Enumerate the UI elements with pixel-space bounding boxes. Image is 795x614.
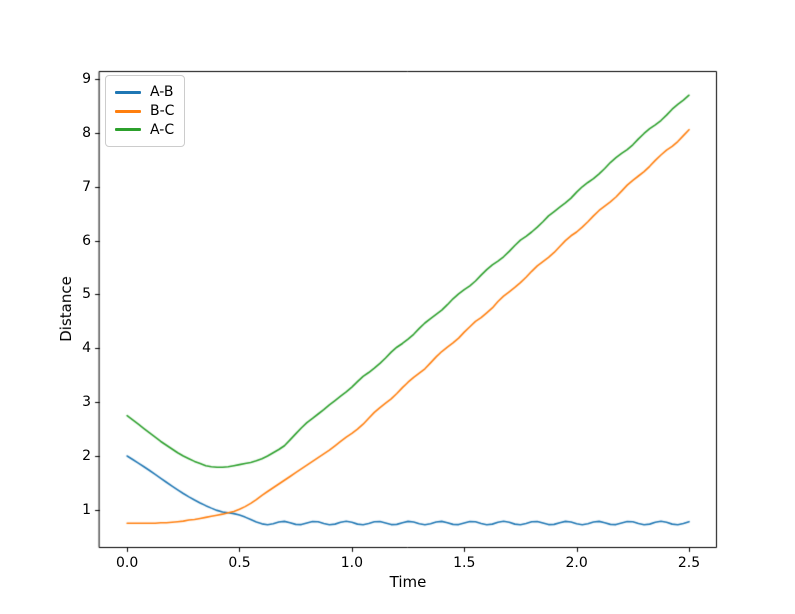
legend-line-swatch-a-c [115,128,141,132]
x-axis-label: Time [389,573,427,591]
legend-item-label: A-B [150,84,174,101]
legend-item-label: B-C [150,103,175,119]
y-tick-label: 7 [82,178,91,195]
x-tick-label: 1.0 [340,555,363,571]
x-tick-label: 0.5 [228,555,251,571]
x-tick-label: 0.0 [115,555,139,571]
legend-item-b-c: B-C [115,102,174,121]
y-tick-label: 8 [82,124,91,141]
x-tick-label: 2.5 [677,555,701,571]
y-tick-label: 3 [82,394,91,411]
y-tick-label: 4 [82,340,91,357]
y-tick-label: 2 [82,448,91,464]
x-tick-label: 2.0 [565,555,588,571]
legend-item-a-b: A-B [115,83,174,102]
y-tick-label: 9 [82,71,91,88]
y-tick-label: 5 [82,286,91,303]
legend-item-label: A-C [150,121,175,138]
legend-line-swatch-b-c [115,109,141,113]
x-tick-label: 1.5 [453,555,476,571]
legend-item-a-c: A-C [115,120,174,139]
y-axis-label: Distance [57,276,75,342]
legend: A-B B-C A-C [105,75,186,147]
y-tick-label: 6 [82,232,91,249]
legend-line-swatch-a-b [115,90,141,94]
y-tick-label: 1 [82,501,91,518]
